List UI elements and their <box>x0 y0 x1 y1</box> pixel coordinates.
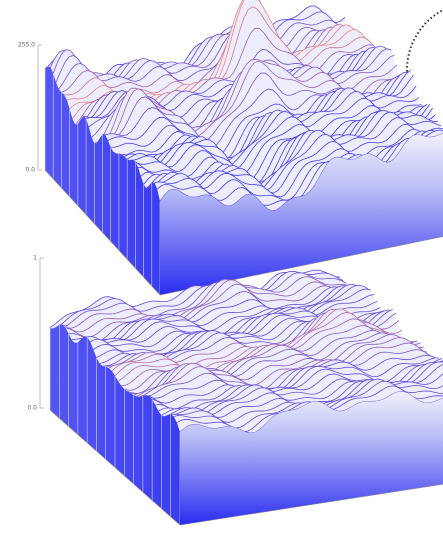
surface-row-line <box>80 288 372 344</box>
surface-row-line <box>133 334 424 396</box>
surface-row-line <box>142 349 434 397</box>
surface-row-line <box>152 357 443 410</box>
surface-row-line <box>68 286 359 342</box>
surface-row-line <box>148 357 440 404</box>
surface-row-line <box>59 276 350 329</box>
surface-row-line <box>124 105 425 170</box>
surface-row-line <box>52 270 344 330</box>
surface-row-line <box>145 354 437 399</box>
surface-row-line <box>62 279 353 333</box>
surface-row-line <box>56 272 347 328</box>
surface-row-line <box>74 283 365 344</box>
surface-row-line <box>77 284 369 345</box>
surface-row-line <box>58 27 359 90</box>
z-tick-label: 0.0 <box>27 405 37 412</box>
base-edge <box>49 409 443 526</box>
surface-row-line <box>55 29 357 83</box>
z-tick-label: 255.0 <box>18 42 35 49</box>
surface-row-line <box>126 104 428 175</box>
surface-row-line <box>136 337 427 397</box>
surface-row-line <box>139 342 430 398</box>
surface-row-line <box>143 117 443 191</box>
base-edge <box>44 169 443 296</box>
front-wall <box>180 391 443 525</box>
z-tick-label: 1 <box>33 255 37 262</box>
z-tick-label: 0.0 <box>25 167 35 174</box>
dotted-arc <box>406 8 443 132</box>
front-wall <box>160 133 443 295</box>
surface-row-line <box>65 283 356 338</box>
surface-row-line <box>156 129 443 206</box>
